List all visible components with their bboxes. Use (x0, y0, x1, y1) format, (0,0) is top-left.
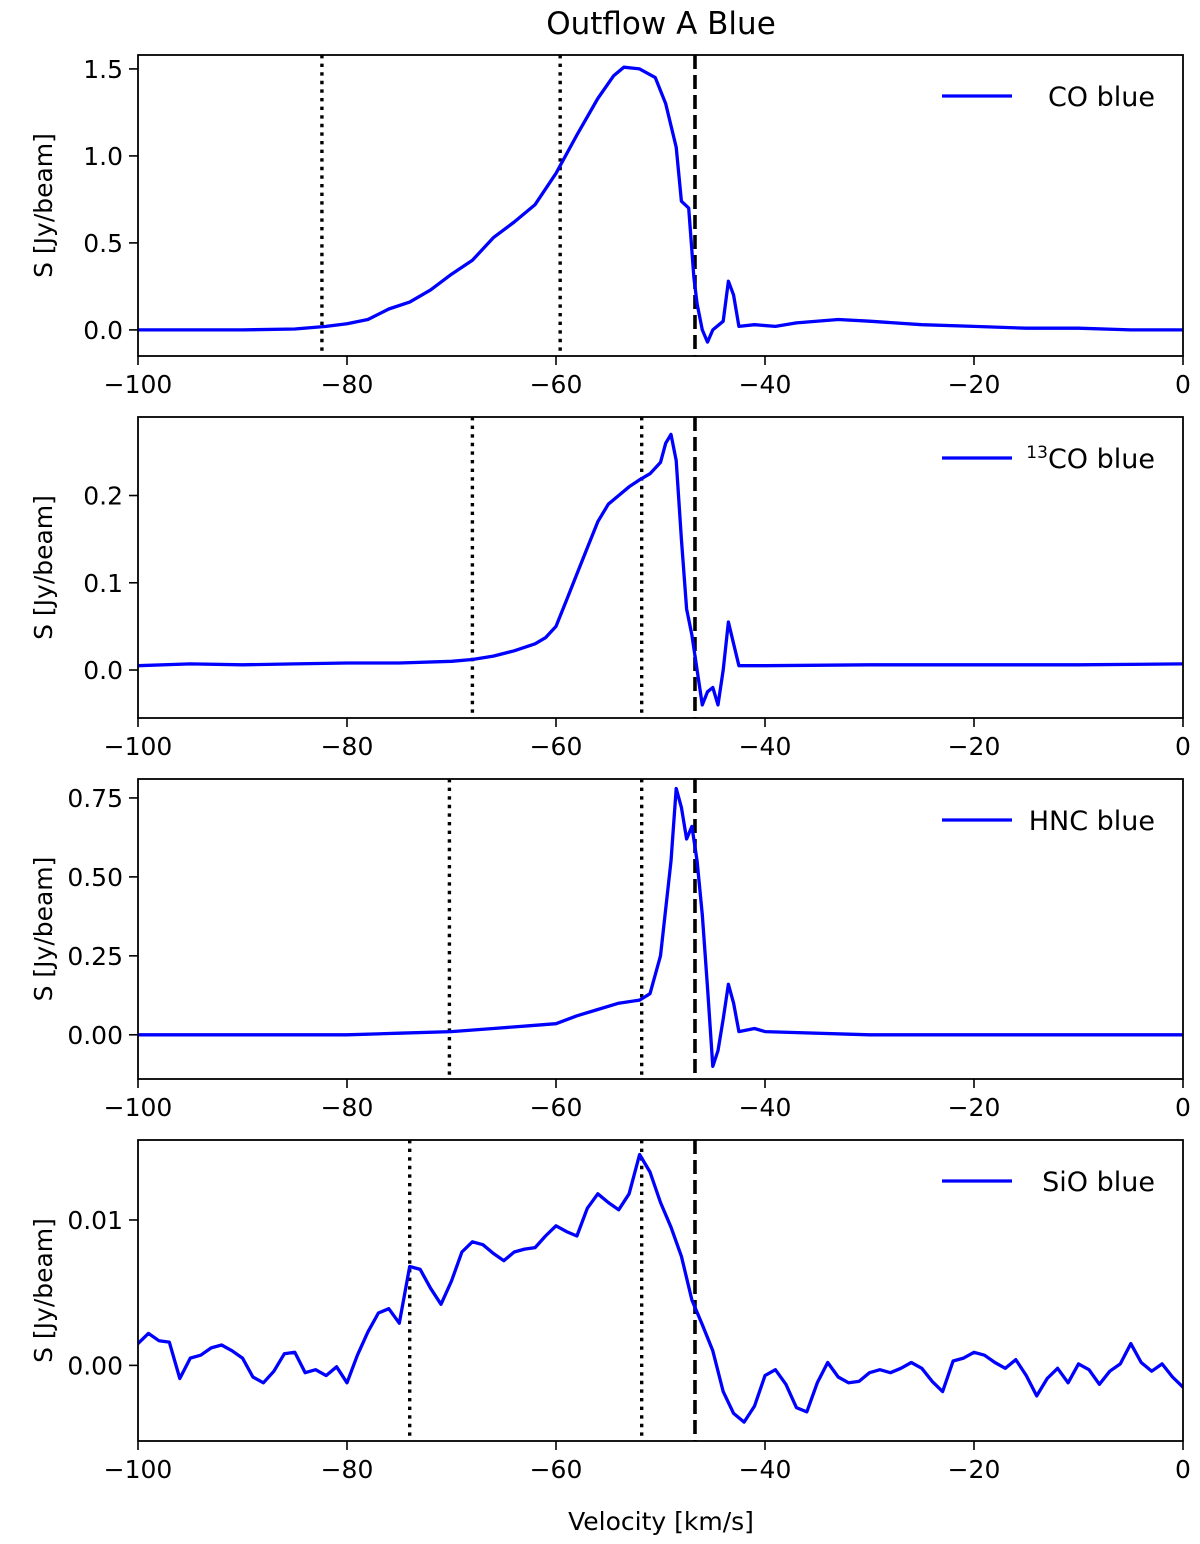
x-tick-label: −100 (104, 1093, 173, 1122)
plot-frame (137, 416, 1184, 719)
y-tick-label: 0.0 (83, 656, 123, 685)
x-tick-label: −80 (321, 370, 374, 399)
figure-title: Outflow A Blue (546, 6, 776, 42)
y-axis-label: S [Jy/beam] (29, 133, 58, 278)
x-tick-label: −20 (948, 732, 1001, 761)
y-tick-label: 0.01 (67, 1206, 123, 1235)
x-tick-label: −40 (739, 1093, 792, 1122)
plot-frame (137, 778, 1184, 1080)
x-tick-label: 0 (1175, 1455, 1191, 1484)
x-tick-label: −20 (948, 1455, 1001, 1484)
y-tick-label: 0.00 (67, 1351, 123, 1380)
y-axis-label: S [Jy/beam] (29, 1218, 58, 1363)
legend-label: HNC blue (1029, 806, 1155, 837)
x-tick-label: −60 (530, 732, 583, 761)
plot-frame (137, 1139, 1184, 1442)
x-tick-label: −80 (321, 1455, 374, 1484)
y-tick-label: 0.1 (83, 569, 123, 598)
series-line (138, 432, 1183, 707)
x-tick-label: −40 (739, 1455, 792, 1484)
y-tick-label: 1.5 (83, 55, 123, 84)
y-tick-label: 0.75 (67, 784, 123, 813)
x-tick-label: −80 (321, 1093, 374, 1122)
x-tick-label: −60 (530, 1093, 583, 1122)
y-axis-label: S [Jy/beam] (29, 857, 58, 1002)
y-tick-label: 1.0 (83, 142, 123, 171)
y-tick-label: 0.0 (83, 316, 123, 345)
legend-label: CO blue (1048, 82, 1155, 113)
x-tick-label: −40 (739, 370, 792, 399)
x-axis-label: Velocity [km/s] (568, 1507, 754, 1536)
x-tick-label: 0 (1175, 1093, 1191, 1122)
legend-label: SiO blue (1042, 1167, 1155, 1198)
panel-1: 0.0 0.5 1.0 1.5 −100 −80 −60 −40 −20 0 S [Jy/beam]… (29, 54, 1191, 399)
x-tick-label: −100 (104, 732, 173, 761)
y-tick-label: 0.50 (67, 863, 123, 892)
x-tick-label: −20 (948, 1093, 1001, 1122)
x-tick-label: −100 (104, 370, 173, 399)
x-tick-label: −40 (739, 732, 792, 761)
x-tick-label: −60 (530, 1455, 583, 1484)
x-tick-label: 0 (1175, 370, 1191, 399)
x-tick-label: −100 (104, 1455, 173, 1484)
x-tick-label: −80 (321, 732, 374, 761)
series-line (138, 65, 1183, 344)
panel-4: 0.00 0.01 −100 −80 −60 −40 −20 0 S [Jy/beam] SiO … (29, 1139, 1191, 1484)
panels: 0.0 0.5 1.0 1.5 −100 −80 −60 −40 −20 0 S [Jy/beam]… (29, 54, 1191, 1484)
x-tick-label: −20 (948, 370, 1001, 399)
y-tick-label: 0.00 (67, 1021, 123, 1050)
panel-2: 0.0 0.1 0.2 −100 −80 −60 −40 −20 0 S [Jy/beam] 13C… (29, 416, 1191, 761)
y-tick-label: 0.2 (83, 482, 123, 511)
series-line (138, 1152, 1183, 1424)
plot-frame (137, 54, 1184, 357)
x-tick-label: −60 (530, 370, 583, 399)
legend-label: 13CO blue (1026, 443, 1155, 475)
y-axis-label: S [Jy/beam] (29, 495, 58, 640)
series-line (138, 786, 1183, 1069)
y-tick-label: 0.25 (67, 942, 123, 971)
x-tick-label: 0 (1175, 732, 1191, 761)
y-tick-label: 0.5 (83, 229, 123, 258)
panel-3: 0.00 0.25 0.50 0.75 −100 −80 −60 −40 −20 0 S [Jy/b… (29, 778, 1191, 1122)
